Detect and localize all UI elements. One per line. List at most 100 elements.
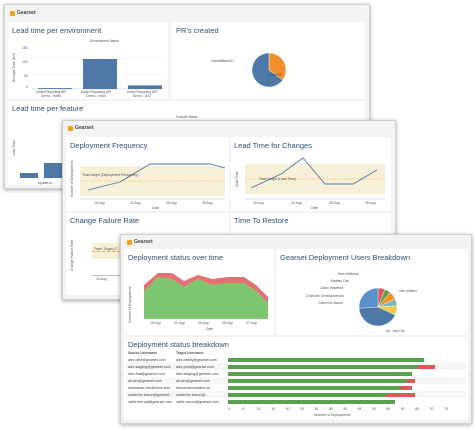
x-tick: 50	[372, 407, 376, 411]
x-tick: 28 Aug	[202, 201, 213, 205]
failed-bar	[386, 392, 416, 397]
x-tick: 27 Aug	[246, 321, 257, 325]
x-axis-label: Date	[152, 206, 160, 210]
brand: Gearset	[127, 239, 153, 245]
panel-title: PR's created	[176, 26, 219, 35]
x-tick: 25 Aug	[222, 321, 233, 325]
prs-pie-chart	[251, 52, 287, 88]
brand-name: Gearset	[75, 125, 94, 131]
x-tick: 0	[228, 407, 230, 411]
x-tick: 25 Aug	[166, 201, 177, 205]
dashboard-window-front: Gearset Deployment status over time Numb…	[120, 234, 472, 424]
gearset-logo-icon	[10, 10, 15, 16]
x-axis-label: Date	[311, 206, 319, 210]
gearset-logo-icon	[68, 125, 73, 131]
succeeded-bar	[228, 371, 413, 376]
table-row: alidoesnts.info@force.com Alexandermadden…	[126, 384, 466, 391]
panel-title: Deployment Frequency	[70, 141, 148, 150]
panel-title: Change Failure Rate	[70, 216, 140, 225]
x-tick: 19 Aug	[94, 201, 105, 205]
users-pie-chart	[358, 287, 398, 327]
x-tick: 19 Aug	[253, 201, 264, 205]
table-row: alex.staging@gearset.com alex.prod@gearse…	[126, 363, 466, 370]
failed-bar	[418, 364, 436, 369]
source-username: catherine.uat@gearset.com	[128, 399, 173, 404]
failed-bar	[406, 378, 416, 383]
target-username: alex.staging@gearset.com	[176, 371, 219, 376]
x-tick: 10	[256, 407, 261, 411]
x-tick: 25 Aug	[329, 201, 340, 205]
x-tick: 21 Aug	[174, 321, 185, 325]
source-username: alidoesnts.info@force.com	[128, 385, 171, 390]
user-pie-slice	[358, 287, 379, 309]
panel-title: Lead Time for Changes	[234, 141, 312, 150]
feature-bar	[44, 163, 62, 178]
x-tick: 60	[400, 407, 405, 411]
target-username: ali.dev@gearset.com	[176, 378, 210, 383]
env-bar	[83, 59, 117, 89]
panel-title: Deployment status breakdown	[128, 340, 229, 349]
failed-bar	[400, 385, 413, 390]
x-tick: 25	[300, 407, 304, 411]
x-tick: 40	[343, 407, 347, 411]
x-tick: 55	[386, 407, 391, 411]
succeeded-bar	[228, 378, 407, 383]
y-axis-label: Number of Deployments	[128, 286, 132, 323]
pie-label: Mattias Carl	[331, 279, 350, 283]
x-tick: 35	[328, 407, 333, 411]
table-row: alex.devl@gearset.com alex.nearly@gearset…	[126, 356, 466, 363]
succeeded-bar	[228, 364, 419, 369]
target-label: Team target (Lead Time)	[259, 177, 296, 181]
target-username: alex.prod@gearset.com	[176, 364, 215, 369]
env-bar	[128, 85, 162, 89]
pie-label: Catherine Bacon	[318, 301, 344, 305]
user-pie-slice	[358, 306, 396, 327]
table-row: alex.trial@gearset.com alex.staging@gears…	[126, 370, 466, 377]
lead-time-line-chart	[245, 157, 385, 200]
x-tick: 5	[242, 407, 245, 411]
y-tick: 150	[22, 46, 28, 50]
brand-name: Gearset	[134, 239, 153, 245]
x-category-label: Julian Reporting API Demo - hotfix	[35, 90, 67, 98]
deploy-frequency-line-chart	[80, 163, 226, 200]
x-tick: 20	[285, 407, 290, 411]
brand-name: Gearset	[17, 10, 36, 16]
x-axis-label: Number of Deployments	[314, 413, 351, 417]
table-row: catherine.uat@gearset.com cathe.bacon@gea…	[126, 398, 466, 405]
x-tick: 65	[415, 407, 419, 411]
status-over-time-panel: Deployment status over time Number of De…	[124, 249, 274, 335]
users-breakdown-panel: Gearset Deployment Users Breakdown Sam W…	[276, 249, 468, 335]
y-axis-label: Change Failure Rate	[70, 239, 74, 271]
succeeded-area	[144, 277, 268, 319]
column-header: Source Username	[128, 351, 157, 355]
x-tick: 23 Aug	[198, 321, 209, 325]
x-tick: 19 Aug	[96, 277, 107, 281]
pie-label: SamWilliamsTI	[211, 59, 234, 63]
x-tick: 22 Aug	[130, 201, 141, 205]
target-username: alex.nearly@gearset.com	[176, 357, 217, 362]
pie-label: jwalker99	[267, 73, 282, 77]
succeeded-bar	[228, 392, 387, 397]
env-bar-chart	[32, 58, 166, 90]
series-line	[87, 163, 226, 191]
panel-title: Gearset Deployment Users Breakdown	[280, 253, 411, 262]
pie-label: Ali - test Dev	[386, 329, 406, 333]
y-axis-label: Average Time (Hrs)	[12, 52, 16, 82]
x-axis-label: Date	[206, 327, 214, 331]
panel-title: Deployment status over time	[128, 253, 224, 262]
gearset-logo-icon	[127, 239, 132, 245]
x-axis-ticks: 0 5 10 15 20 25 30 35 40 45 50 55 60 65 70 75	[228, 407, 448, 412]
pie-label: Sam Williams	[338, 272, 359, 276]
status-breakdown-panel: Deployment status breakdown Source Usern…	[124, 337, 468, 420]
pr-pie-slice	[251, 52, 284, 88]
target-username: Alexandermadden.se...	[176, 385, 213, 390]
column-header: Target Username	[176, 351, 204, 355]
succeeded-bar	[228, 357, 424, 362]
x-category-label: Julian Reporting API Demo - UAT	[126, 90, 158, 98]
panel-title: Time To Restore	[234, 216, 289, 225]
x-tick: 15	[271, 407, 275, 411]
pie-label: Charlotte Christopherson	[306, 294, 344, 298]
pr-pie-slice	[268, 52, 287, 81]
brand: Gearset	[10, 10, 36, 16]
x-tick: 19 Aug	[150, 321, 161, 325]
